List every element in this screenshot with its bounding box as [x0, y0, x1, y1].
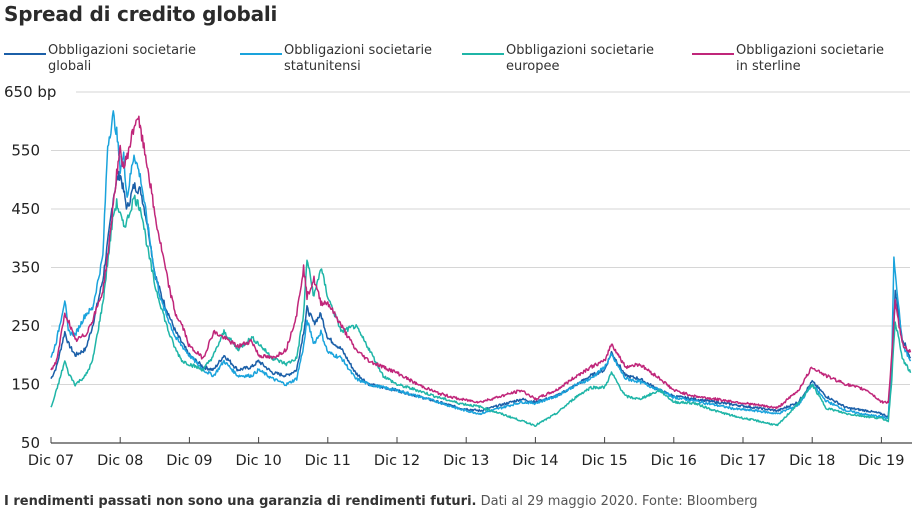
x-tick-label: Dic 14 [512, 453, 558, 469]
legend-swatch [692, 53, 734, 55]
x-tick-label: Dic 09 [166, 453, 212, 469]
legend-label: Obbligazioni societarie globali [48, 43, 218, 75]
series-line-1 [50, 110, 912, 420]
legend-label-line2: in sterline [736, 59, 801, 74]
chart-title: Spread di credito globali [4, 2, 278, 26]
legend-label: Obbligazioni societarie in sterline [736, 43, 906, 75]
legend-label-line1: Obbligazioni societarie [506, 43, 655, 58]
legend-label-line2: europee [506, 59, 560, 74]
x-tick-label: Dic 18 [789, 453, 835, 469]
legend-item-sterling: Obbligazioni societarie in sterline [692, 43, 906, 75]
x-tick-label: Dic 15 [581, 453, 627, 469]
legend-label-line1: Obbligazioni societarie [48, 43, 197, 58]
x-tick-label: Dic 08 [97, 453, 143, 469]
y-tick-label: 50 [21, 434, 40, 452]
y-tick-label: 550 [11, 142, 40, 160]
legend-item-us: Obbligazioni societarie statunitensi [240, 43, 454, 75]
x-tick-label: Dic 13 [443, 453, 489, 469]
y-tick-label: 650 bp [4, 83, 56, 101]
legend-label: Obbligazioni societarie statunitensi [284, 43, 454, 75]
legend-item-global: Obbligazioni societarie globali [4, 43, 218, 75]
source-note: Dati al 29 maggio 2020. Fonte: Bloomberg [476, 494, 758, 509]
legend-label-line1: Obbligazioni societarie [284, 43, 433, 58]
legend-swatch [4, 53, 46, 55]
legend-label-line2: globali [48, 59, 92, 74]
series-line-2 [50, 194, 912, 428]
y-tick-label: 350 [11, 259, 40, 277]
x-tick-label: Dic 07 [28, 453, 74, 469]
y-axis-ticks: 50 150 250 350 450 550 650 bp [4, 83, 56, 452]
legend-item-europe: Obbligazioni societarie europee [462, 43, 676, 75]
y-tick-label: 250 [11, 317, 40, 335]
legend-label-line1: Obbligazioni societarie [736, 43, 885, 58]
x-tick-label: Dic 11 [305, 453, 351, 469]
legend-swatch [462, 53, 504, 55]
x-tick-label: Dic 12 [374, 453, 420, 469]
legend-label-line2: statunitensi [284, 59, 361, 74]
x-tick-label: Dic 17 [720, 453, 766, 469]
y-tick-label: 450 [11, 200, 40, 218]
x-axis: Dic 07 Dic 08 Dic 09 Dic 10 Dic 11 Dic 12 Dic … [28, 437, 912, 469]
gridlines [51, 91, 910, 385]
series-line-0 [50, 170, 912, 418]
legend-label: Obbligazioni societarie europee [506, 43, 676, 75]
series-lines [50, 110, 912, 428]
series-line-3 [50, 115, 912, 410]
footer-note: I rendimenti passati non sono una garanz… [4, 494, 758, 509]
disclaimer: I rendimenti passati non sono una garanz… [4, 494, 477, 509]
legend-swatch [240, 53, 282, 55]
x-tick-label: Dic 19 [858, 453, 904, 469]
y-tick-label: 150 [11, 376, 40, 394]
x-tick-label: Dic 10 [235, 453, 281, 469]
x-tick-label: Dic 16 [651, 453, 697, 469]
